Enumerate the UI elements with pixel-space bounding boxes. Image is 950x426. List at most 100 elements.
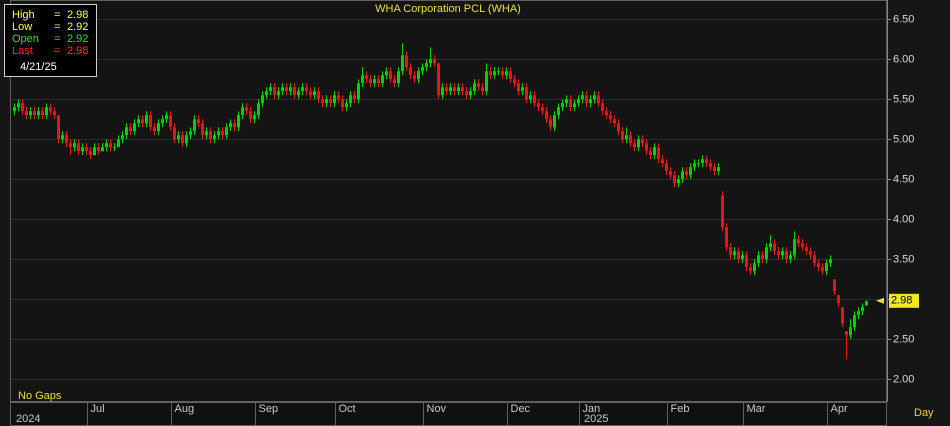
candle-body <box>549 119 552 128</box>
candle-body <box>205 131 208 136</box>
candle-body <box>201 123 204 136</box>
candle-body <box>297 91 300 96</box>
candle-body <box>341 99 344 108</box>
candle-body <box>593 95 596 100</box>
candle-body <box>729 247 732 256</box>
x-tick-label: Dec <box>511 403 531 415</box>
candle-body <box>329 99 332 104</box>
info-value: 2.92 <box>67 21 88 33</box>
x-tick-label: Jan <box>583 403 601 415</box>
period: Day <box>914 407 934 419</box>
candle-body <box>233 123 236 128</box>
candle-body <box>513 79 516 84</box>
candle-body <box>721 195 724 228</box>
candle-body <box>605 111 608 116</box>
candle-body <box>357 83 360 100</box>
candle-body <box>597 95 600 104</box>
candle-body <box>29 111 32 116</box>
candle-body <box>817 263 820 268</box>
candle-body <box>541 107 544 112</box>
y-tick-label: 6.00 <box>893 53 914 65</box>
candle-body <box>137 119 140 124</box>
candle-body <box>389 71 392 80</box>
candle-body <box>445 87 448 92</box>
candle-body <box>501 71 504 76</box>
info-value: 2.98 <box>67 45 88 57</box>
candle-body <box>13 107 16 112</box>
candle-body <box>177 135 180 140</box>
candle-body <box>353 95 356 100</box>
candle-body <box>665 163 668 172</box>
candle-body <box>277 91 280 96</box>
candle-body <box>89 151 92 156</box>
axes: 2.002.503.003.504.004.505.005.506.006.50… <box>16 13 919 426</box>
candle-body <box>253 115 256 120</box>
candle-body <box>417 71 420 80</box>
x-tick-label: Mar <box>747 403 766 415</box>
candle-body <box>93 147 96 156</box>
candle-body <box>385 71 388 76</box>
candle-body <box>553 115 556 128</box>
candle-body <box>285 87 288 92</box>
candle-body <box>865 300 868 306</box>
candle-body <box>577 99 580 104</box>
grid <box>11 19 887 380</box>
candle-body <box>617 123 620 132</box>
candle-body <box>537 103 540 108</box>
candle-body <box>313 91 316 96</box>
candle-body <box>509 71 512 80</box>
candle-body <box>365 75 368 80</box>
last-price-label: 2.98 <box>891 295 912 307</box>
candle-body <box>345 103 348 108</box>
candle-body <box>361 75 364 84</box>
x-tick-label: Oct <box>339 403 356 415</box>
candle-body <box>169 115 172 128</box>
candle-body <box>21 103 24 112</box>
candle-body <box>421 67 424 72</box>
last-price-arrow <box>876 297 884 304</box>
candle-body <box>485 71 488 92</box>
candle-body <box>465 91 468 96</box>
candle-body <box>81 147 84 152</box>
candle-body <box>809 251 812 256</box>
candle-body <box>149 115 152 128</box>
candle-body <box>621 131 624 140</box>
candle-body <box>113 147 116 149</box>
candle-body <box>701 159 704 164</box>
candle-body <box>33 111 36 116</box>
candle-body <box>853 315 856 328</box>
candle-body <box>705 159 708 164</box>
candle-body <box>749 267 752 272</box>
candle-body <box>585 95 588 104</box>
candle-body <box>165 115 168 120</box>
candle-body <box>41 111 44 116</box>
candle-body <box>145 115 148 124</box>
candle-body <box>837 295 840 304</box>
candle-body <box>845 331 848 336</box>
x-tick-label: Aug <box>175 403 195 415</box>
candle-body <box>133 123 136 132</box>
candle-body <box>813 255 816 264</box>
info-date: 4/21/25 <box>20 61 57 73</box>
candle-body <box>65 135 68 144</box>
candle-body <box>105 143 108 148</box>
candle-body <box>713 167 716 172</box>
candle-body <box>789 255 792 260</box>
candle-body <box>377 79 380 84</box>
info-label: High <box>12 9 35 21</box>
chart-title: WHA Corporation PCL (WHA) <box>375 3 521 15</box>
candle-body <box>37 111 40 116</box>
candle-body <box>185 135 188 144</box>
candle-body <box>745 255 748 268</box>
candle-body <box>305 87 308 92</box>
candle-body <box>641 139 644 144</box>
candle-body <box>461 87 464 92</box>
x-tick-label: Apr <box>831 403 848 415</box>
candle-body <box>433 59 436 64</box>
candle-body <box>261 95 264 104</box>
candle-body <box>221 131 224 136</box>
candle-body <box>521 87 524 92</box>
candle-body <box>669 171 672 176</box>
candle-body <box>493 71 496 76</box>
candle-body <box>481 87 484 92</box>
